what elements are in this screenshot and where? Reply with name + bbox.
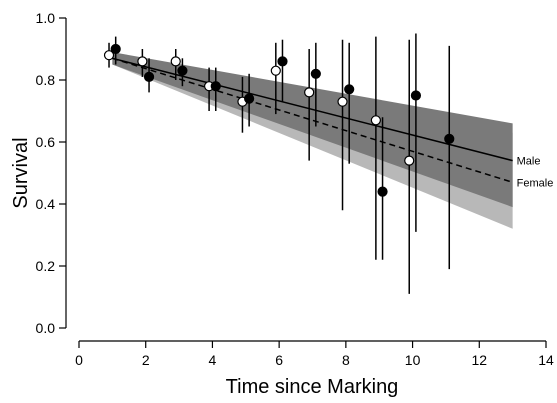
confidence-bands (112, 52, 513, 229)
female-point-6 (270, 65, 281, 76)
x-tick-label-8: 8 (342, 352, 350, 368)
y-ticks: 0.0 0.2 0.4 0.6 0.8 1.0 (36, 10, 66, 336)
male-point-3 (177, 65, 188, 76)
male-point-1 (110, 43, 121, 55)
x-ticks: 0 2 4 6 8 10 12 14 (75, 341, 554, 368)
y-axis-title: Survival (10, 137, 32, 208)
y-tick-label-0.8: 0.8 (36, 72, 56, 88)
x-tick-label-14: 14 (538, 352, 554, 368)
male-fit-line (112, 57, 513, 162)
male-point-10 (410, 90, 422, 101)
y-tick-label-1.0: 1.0 (36, 10, 56, 26)
male-point-9 (377, 186, 388, 197)
y-tick-label-0.4: 0.4 (36, 196, 56, 212)
data-points (103, 43, 455, 197)
male-series-label: Male (517, 156, 541, 168)
male-point-5 (244, 93, 255, 104)
x-tick-label-2: 2 (142, 352, 150, 368)
male-confidence-band (112, 52, 513, 208)
female-point-7 (304, 87, 315, 98)
x-tick-label-10: 10 (405, 352, 421, 368)
series-labels: Male Female (517, 156, 554, 190)
male-point-2 (143, 71, 155, 83)
x-axis-title: Time since Marking (226, 376, 399, 398)
fit-lines (112, 57, 513, 184)
male-point-7 (310, 68, 321, 79)
x-tick-label-6: 6 (275, 352, 283, 368)
male-point-11 (444, 133, 455, 144)
x-tick-label-4: 4 (209, 352, 217, 368)
female-point-2 (137, 56, 148, 67)
y-tick-label-0.6: 0.6 (36, 134, 56, 150)
female-point-9 (370, 115, 381, 126)
female-point-8 (337, 96, 348, 107)
x-tick-label-12: 12 (471, 352, 487, 368)
female-point-10 (404, 155, 415, 166)
male-point-4 (210, 81, 221, 92)
female-point-3 (170, 56, 181, 67)
x-tick-label-0: 0 (75, 352, 83, 368)
male-point-6 (277, 56, 288, 67)
female-series-label: Female (517, 177, 554, 189)
y-tick-label-0.2: 0.2 (36, 258, 56, 274)
y-tick-label-0.0: 0.0 (36, 320, 56, 336)
female-point-1 (103, 50, 115, 61)
axes: 0 2 4 6 8 10 12 14 0.0 0.2 0.4 0.6 0.8 1.0 (36, 10, 554, 368)
male-point-8 (344, 84, 355, 95)
